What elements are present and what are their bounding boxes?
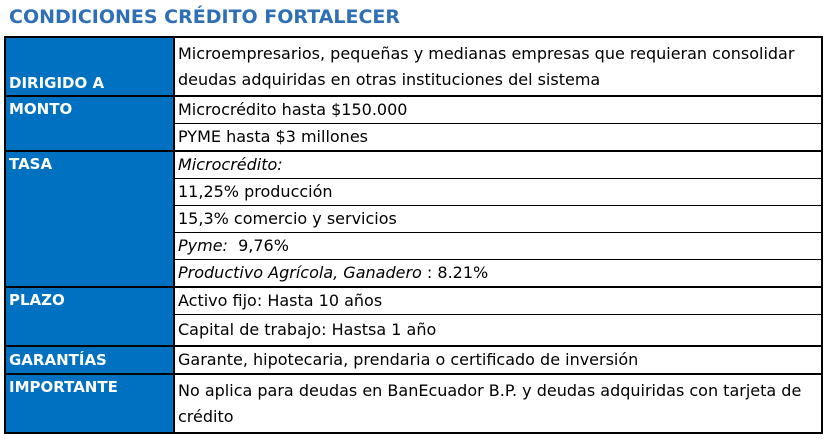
- page-title: CONDICIONES CRÉDITO FORTALECER: [9, 6, 401, 28]
- value-tasa-pyme: Pyme: 9,76%: [174, 232, 822, 260]
- value-plazo-capital: Capital de trabajo: Hastsa 1 año: [174, 314, 822, 347]
- label-dirigido: DIRIGIDO A: [5, 37, 175, 97]
- value-tasa-agricola-label: Productivo Agrícola, Ganadero: [178, 263, 422, 282]
- row-monto-1: MONTO Microcrédito hasta $150.000: [5, 96, 822, 152]
- row-dirigido: DIRIGIDO A Microempresarios, pequeñas y …: [5, 37, 822, 97]
- value-tasa-pyme-label: Pyme:: [178, 236, 228, 255]
- conditions-table: DIRIGIDO A Microempresarios, pequeñas y …: [4, 36, 823, 434]
- value-tasa-micro-heading: Microcrédito:: [174, 151, 822, 179]
- value-tasa-agricola: Productivo Agrícola, Ganadero : 8.21%: [174, 259, 822, 288]
- label-tasa: TASA: [5, 151, 175, 288]
- value-importante: No aplica para deudas en BanEcuador B.P.…: [174, 374, 822, 433]
- value-monto-micro: Microcrédito hasta $150.000: [174, 96, 822, 124]
- label-monto: MONTO: [5, 96, 175, 152]
- row-monto-2: PYME hasta $3 millones: [5, 123, 822, 152]
- value-tasa-pyme-rate: 9,76%: [227, 236, 289, 255]
- row-plazo-2: Capital de trabajo: Hastsa 1 año: [5, 314, 822, 347]
- row-garantias: GARANTÍAS Garante, hipotecaria, prendari…: [5, 346, 822, 375]
- row-plazo-1: PLAZO Activo fijo: Hasta 10 años: [5, 287, 822, 347]
- label-plazo: PLAZO: [5, 287, 175, 347]
- row-tasa-2: 11,25% producción: [5, 178, 822, 206]
- value-tasa-comercio: 15,3% comercio y servicios: [174, 205, 822, 233]
- value-tasa-agricola-rate: : 8.21%: [421, 263, 489, 282]
- row-tasa-1: TASA Microcrédito:: [5, 151, 822, 288]
- value-monto-pyme: PYME hasta $3 millones: [174, 123, 822, 152]
- value-tasa-produccion: 11,25% producción: [174, 178, 822, 206]
- row-tasa-5: Productivo Agrícola, Ganadero : 8.21%: [5, 259, 822, 288]
- row-tasa-3: 15,3% comercio y servicios: [5, 205, 822, 233]
- row-importante: IMPORTANTE No aplica para deudas en BanE…: [5, 374, 822, 433]
- value-plazo-activo: Activo fijo: Hasta 10 años: [174, 287, 822, 315]
- value-garantias: Garante, hipotecaria, prendaria o certif…: [174, 346, 822, 375]
- label-importante: IMPORTANTE: [5, 374, 175, 433]
- row-tasa-4: Pyme: 9,76%: [5, 232, 822, 260]
- label-garantias: GARANTÍAS: [5, 346, 175, 375]
- value-dirigido: Microempresarios, pequeñas y medianas em…: [174, 37, 822, 97]
